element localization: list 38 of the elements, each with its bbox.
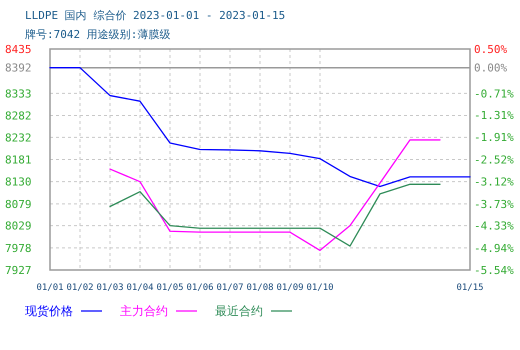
legend-label: 最近合约	[215, 304, 263, 318]
x-tick-label: 01/06	[186, 283, 214, 293]
y-tick-label: 8333	[5, 87, 32, 100]
subtitle: 牌号:7042 用途级别:薄膜级	[25, 28, 170, 41]
y2-tick-label: 0.50%	[474, 43, 508, 56]
legend-label: 现货价格	[25, 304, 73, 318]
legend-label: 主力合约	[120, 304, 168, 318]
y2-tick-label: -3.12%	[474, 175, 514, 188]
y-tick-label: 7978	[5, 242, 32, 255]
y2-tick-label: -1.91%	[474, 131, 514, 144]
x-tick-label: 01/04	[126, 283, 154, 293]
title: LLDPE 国内 综合价 2023-01-01 - 2023-01-15	[25, 9, 286, 22]
x-tick-label: 01/02	[66, 283, 94, 293]
x-tick-label: 01/10	[306, 283, 334, 293]
y-tick-label: 8282	[5, 110, 32, 123]
x-tick-label: 01/08	[246, 283, 274, 293]
y-tick-label: 8392	[5, 62, 32, 75]
y2-tick-label: -4.33%	[474, 220, 514, 233]
y2-tick-label: -2.52%	[474, 154, 514, 166]
x-tick-label: 01/09	[276, 283, 304, 293]
y-tick-label: 8130	[5, 176, 32, 189]
y2-tick-label: -0.71%	[474, 87, 514, 100]
y-tick-label: 8232	[5, 131, 32, 144]
y-tick-label: 8181	[5, 154, 32, 166]
x-tick-label: 01/15	[456, 283, 484, 293]
y2-tick-label: -3.73%	[474, 198, 514, 211]
y-tick-label: 7927	[5, 264, 32, 277]
y2-tick-label: -4.94%	[474, 242, 514, 256]
y2-tick-label: 0.00%	[474, 61, 508, 74]
y2-tick-label: -5.54%	[474, 264, 514, 277]
y-tick-label: 8079	[5, 198, 32, 211]
x-tick-label: 01/05	[156, 283, 184, 293]
x-tick-label: 01/01	[36, 283, 64, 293]
y-tick-label: 8435	[5, 43, 32, 56]
x-tick-label: 01/03	[96, 283, 124, 293]
y2-tick-label: -1.31%	[474, 109, 514, 122]
y-tick-label: 8029	[5, 220, 32, 233]
x-tick-label: 01/07	[216, 283, 244, 293]
